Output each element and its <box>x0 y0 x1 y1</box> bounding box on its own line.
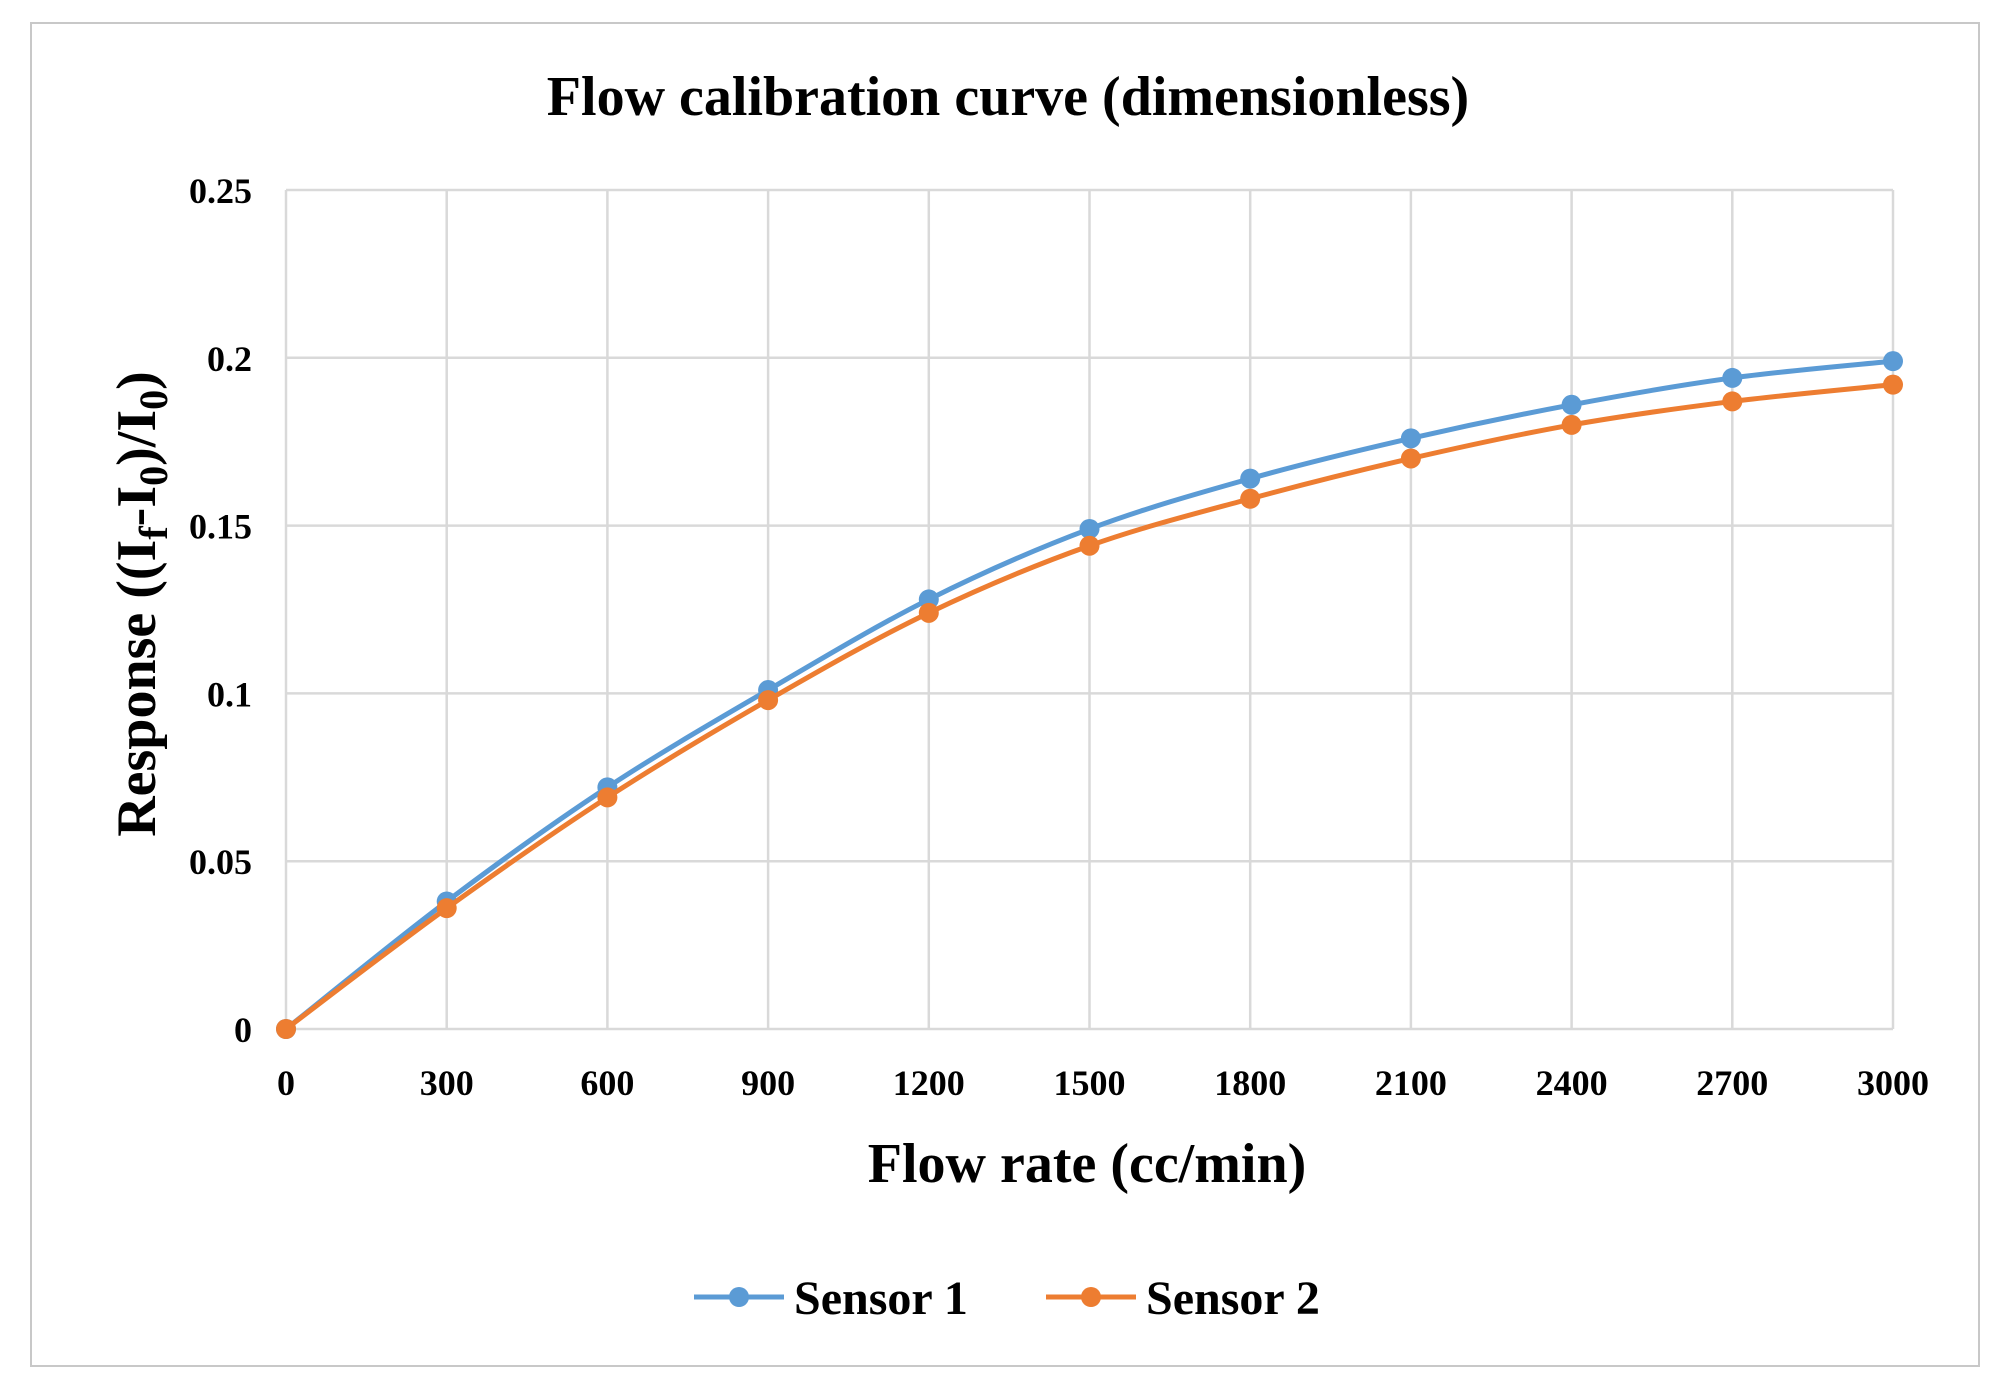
x-tick-label-9: 2700 <box>1696 1063 1768 1103</box>
x-tick-label-0: 0 <box>277 1063 295 1103</box>
series-2-point-10 <box>1883 374 1903 395</box>
y-axis-label: Response ((If-I0)/I0) <box>106 371 176 837</box>
legend-swatch-marker-1 <box>729 1287 749 1307</box>
x-tick-label-1: 300 <box>420 1063 474 1103</box>
legend-item-1: Sensor 1 <box>694 1272 968 1325</box>
x-tick-label-8: 2400 <box>1536 1063 1608 1103</box>
series-layer <box>276 351 1903 1039</box>
y-label-sub-f: f <box>131 526 176 540</box>
series-2-point-8 <box>1561 414 1582 435</box>
y-tick-label-0: 0 <box>234 1010 252 1050</box>
series-2-point-6 <box>1240 488 1261 509</box>
x-tick-label-4: 1200 <box>893 1063 965 1103</box>
series-2-point-3 <box>758 690 779 711</box>
y-tick-label-4: 0.2 <box>207 339 252 379</box>
series-2-point-4 <box>918 602 939 623</box>
x-tick-label-2: 600 <box>580 1063 634 1103</box>
series-1-point-8 <box>1561 394 1582 415</box>
y-tick-label-1: 0.05 <box>189 842 252 882</box>
y-axis-tick-labels: 0 0.05 0.1 0.15 0.2 0.25 <box>189 171 252 1050</box>
y-label-mid: -I <box>106 486 168 526</box>
legend-label-1: Sensor 1 <box>794 1272 968 1325</box>
series-2-point-1 <box>436 898 457 919</box>
legend: Sensor 1 Sensor 2 <box>694 1272 1320 1325</box>
series-1-point-5 <box>1079 518 1100 539</box>
x-tick-label-6: 1800 <box>1214 1063 1286 1103</box>
y-tick-label-3: 0.15 <box>189 507 252 547</box>
x-tick-label-7: 2100 <box>1375 1063 1447 1103</box>
series-2-point-5 <box>1079 535 1100 556</box>
x-axis-label: Flow rate (cc/min) <box>868 1133 1306 1195</box>
legend-label-2: Sensor 2 <box>1146 1272 1320 1325</box>
y-tick-label-2: 0.1 <box>207 674 252 714</box>
y-label-mid2: )/I <box>106 410 168 466</box>
x-tick-label-5: 1500 <box>1054 1063 1126 1103</box>
series-1-point-7 <box>1400 428 1421 449</box>
series-1-point-10 <box>1883 351 1903 372</box>
series-1-point-6 <box>1240 468 1261 489</box>
x-axis-tick-labels: 0 300 600 900 1200 1500 1800 2100 2400 2700 3000 <box>277 1063 1929 1103</box>
series-1-point-9 <box>1722 367 1743 388</box>
x-tick-label-10: 3000 <box>1857 1063 1929 1103</box>
series-2-point-2 <box>597 787 618 808</box>
chart-title: Flow calibration curve (dimensionless) <box>547 66 1469 128</box>
y-label-sub-0a: 0 <box>131 466 176 486</box>
plot-grid <box>284 188 1895 1031</box>
series-2-point-0 <box>276 1019 296 1039</box>
y-label-sub-0b: 0 <box>131 390 176 410</box>
y-label-suffix: ) <box>106 371 168 390</box>
y-label-prefix: Response ((I <box>106 540 168 837</box>
series-2-point-7 <box>1400 448 1421 469</box>
series-2-point-9 <box>1722 391 1743 412</box>
legend-swatch-marker-2 <box>1081 1287 1101 1307</box>
series-1-line <box>284 358 1894 1031</box>
y-tick-label-5: 0.25 <box>189 171 252 211</box>
series-2-line <box>284 382 1894 1031</box>
x-tick-label-3: 900 <box>741 1063 795 1103</box>
legend-item-2: Sensor 2 <box>1046 1272 1320 1325</box>
series-2 <box>276 374 1903 1039</box>
